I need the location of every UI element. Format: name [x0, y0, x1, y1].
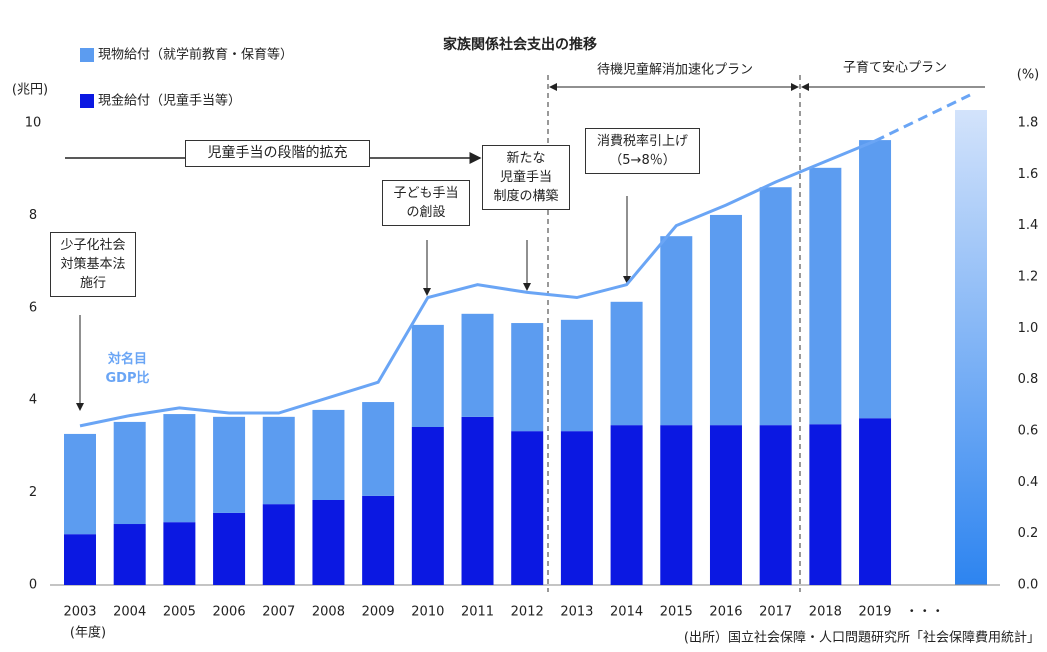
bar: [809, 167, 842, 425]
bar: [709, 425, 742, 585]
y2-tick-label: 1.8: [1018, 116, 1039, 131]
bar: [461, 416, 494, 585]
y2-tick-label: 1.4: [1018, 218, 1039, 233]
y2-axis-label: (%): [1017, 68, 1040, 83]
bar: [411, 324, 444, 427]
line: [79, 139, 876, 428]
bar: [163, 522, 196, 585]
x-tick-label: 2015: [660, 605, 693, 620]
bar: [411, 426, 444, 585]
bar: [113, 421, 146, 525]
y2-tick-label: 1.0: [1018, 321, 1039, 336]
bar: [759, 187, 792, 426]
y2-tick-label: 1.2: [1018, 270, 1039, 285]
bar: [511, 323, 544, 432]
y-tick-label: 0: [29, 578, 37, 593]
bar: [362, 495, 395, 585]
x-tick-label: 2007: [262, 605, 295, 620]
bar: [660, 236, 693, 426]
x-tick-label: 2010: [411, 605, 444, 620]
y2-tick-label: 0.0: [1018, 578, 1039, 593]
bar: [809, 424, 842, 585]
x-tick-label: 2003: [63, 605, 96, 620]
x-tick-label: 2013: [560, 605, 593, 620]
period-label: 待機児童解消加速化プラン: [597, 62, 753, 78]
y-axis-label: (兆円): [12, 83, 48, 98]
chart-title: 家族関係社会支出の推移: [443, 36, 597, 53]
x-tick-label: 2017: [759, 605, 792, 620]
bar: [660, 425, 693, 585]
bar: [213, 416, 246, 513]
bar: [64, 433, 96, 535]
y-tick-label: 10: [25, 116, 42, 131]
x-axis-label: (年度): [70, 625, 106, 641]
y2-tick-label: 0.4: [1018, 475, 1039, 490]
bar: [312, 409, 345, 500]
x-tick-label: 2006: [213, 605, 246, 620]
bar: [610, 425, 643, 585]
y-tick-label: 8: [29, 208, 37, 223]
x-tick-label: 2016: [709, 605, 742, 620]
x-tick-label: 2008: [312, 605, 345, 620]
y2-tick-label: 1.6: [1018, 167, 1039, 182]
annotation: 子ども手当 の創設: [382, 180, 470, 226]
x-tick-label: 2019: [858, 605, 891, 620]
bar: [213, 512, 246, 585]
bar: [362, 402, 395, 496]
source: (出所）国立社会保障・人口問題研究所「社会保障費用統計」: [684, 630, 1040, 646]
period-label: 子育て安心プラン: [843, 60, 947, 76]
annotation: 児童手当の段階的拡充: [185, 140, 370, 167]
legend-label: 現金給付（児童手当等）: [98, 93, 241, 109]
bar: [262, 416, 295, 505]
bar: [113, 524, 146, 585]
line-projection: [874, 93, 971, 143]
x-tick-label: 2011: [461, 605, 494, 620]
bar: [859, 418, 892, 585]
x-tick-label: ・・・: [905, 605, 944, 620]
y-tick-label: 6: [29, 300, 37, 315]
annotation: 少子化社会 対策基本法 施行: [50, 232, 136, 297]
x-tick-label: 2009: [362, 605, 395, 620]
x-tick-label: 2005: [163, 605, 196, 620]
annotation: 新たな 児童手当 制度の構築: [482, 145, 570, 210]
bar: [859, 140, 892, 419]
legend-swatch: [80, 94, 94, 108]
bar: [461, 313, 494, 417]
x-tick-label: 2004: [113, 605, 146, 620]
line-label: 対名目 GDP比: [105, 352, 150, 386]
bar: [610, 301, 643, 426]
legend-swatch: [80, 48, 94, 62]
y2-tick-label: 0.6: [1018, 424, 1039, 439]
bar: [759, 425, 792, 585]
bar: [511, 431, 544, 585]
bar: [312, 499, 345, 585]
x-tick-label: 2012: [511, 605, 544, 620]
bar: [560, 319, 593, 432]
y-tick-label: 4: [29, 393, 37, 408]
y2-tick-label: 0.8: [1018, 372, 1039, 387]
bar: [709, 214, 742, 426]
legend-label: 現物給付（就学前教育・保育等）: [98, 47, 293, 63]
bar: [64, 534, 96, 585]
annotation: 消費税率引上げ （5→8％）: [585, 128, 700, 174]
x-tick-label: 2018: [809, 605, 842, 620]
bar: [262, 504, 295, 585]
outlook-bar: [955, 110, 987, 585]
x-tick-label: 2014: [610, 605, 643, 620]
bar: [163, 414, 196, 523]
y2-tick-label: 0.2: [1018, 526, 1039, 541]
bar: [560, 431, 593, 585]
y-tick-label: 2: [29, 485, 37, 500]
